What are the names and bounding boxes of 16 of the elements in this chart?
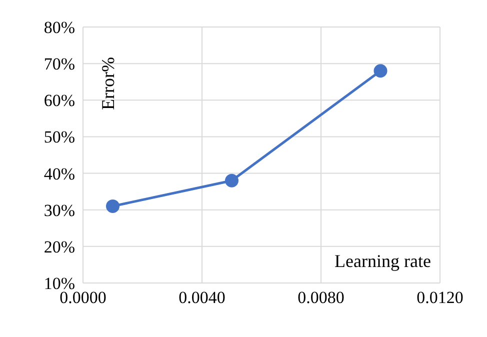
point <box>374 64 388 78</box>
y-axis-title: Error% <box>98 57 119 110</box>
y-tick-label: 70% <box>44 54 75 74</box>
x-tick-label: 0.0080 <box>298 288 344 308</box>
y-tick-label: 30% <box>44 200 75 220</box>
x-tick-label: 0.0000 <box>60 288 106 308</box>
y-tick-label: 60% <box>44 91 75 110</box>
point <box>106 199 120 213</box>
point <box>225 174 238 188</box>
y-tick-label: 40% <box>44 164 75 184</box>
y-tick-label: 80% <box>44 18 75 38</box>
x-tick-label: 0.0120 <box>416 288 464 308</box>
y-tick-label: 20% <box>44 237 75 256</box>
y-tick-label: 50% <box>44 128 75 147</box>
x-axis-title: Learning rate <box>326 250 439 273</box>
x-tick-label: 0.0040 <box>178 288 226 308</box>
